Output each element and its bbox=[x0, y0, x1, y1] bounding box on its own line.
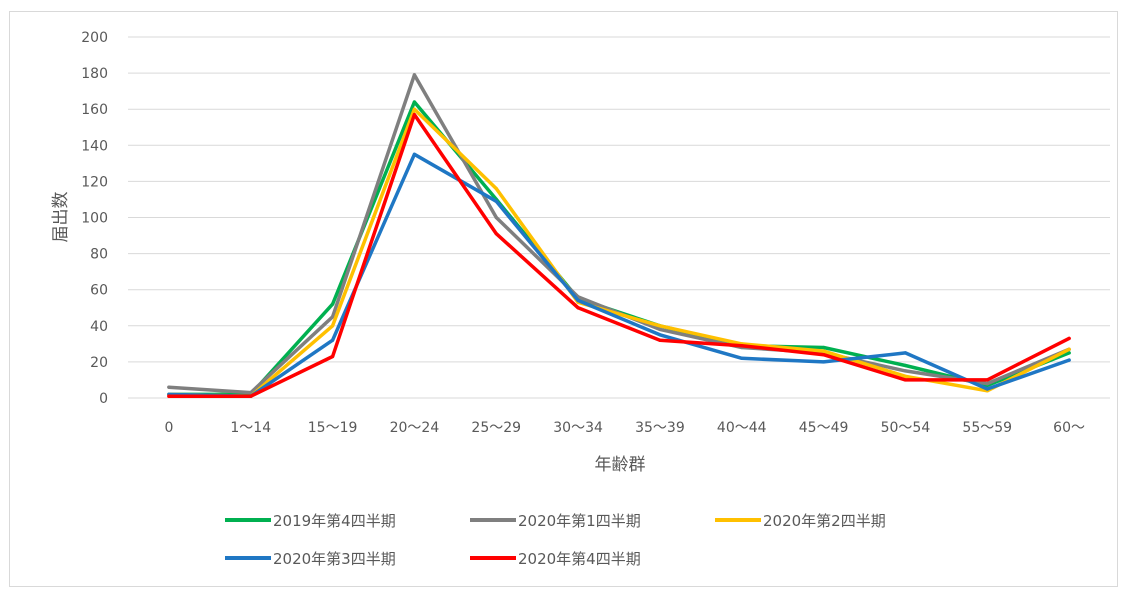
data-point bbox=[331, 338, 335, 342]
data-point bbox=[331, 315, 335, 319]
y-tick-label: 40 bbox=[90, 319, 108, 335]
data-point bbox=[903, 363, 908, 368]
x-tick-labels: 0 1〜14 15〜19 20〜24 25〜29 30〜34 35〜39 40〜44 45〜49… bbox=[164, 420, 1085, 436]
gridlines bbox=[128, 36, 1110, 399]
data-point bbox=[331, 354, 335, 359]
data-point bbox=[740, 356, 744, 360]
series-lines bbox=[167, 73, 1071, 398]
data-point bbox=[412, 100, 416, 104]
data-point bbox=[249, 394, 253, 398]
x-tick-label: 20〜24 bbox=[390, 420, 440, 436]
data-point bbox=[167, 394, 171, 398]
data-point bbox=[658, 327, 662, 331]
legend: 2019年第4四半期 2020年第1四半期 2020年第2四半期 2020年第3四半期… bbox=[225, 512, 886, 568]
x-tick-label: 25〜29 bbox=[471, 420, 521, 436]
x-axis-title: 年齢群 bbox=[595, 455, 646, 475]
x-tick-label: 30〜34 bbox=[553, 420, 603, 436]
series-line-2 bbox=[167, 73, 1071, 395]
data-point bbox=[658, 338, 662, 342]
data-point bbox=[822, 360, 826, 364]
data-point bbox=[822, 345, 826, 350]
x-tick-label: 60〜 bbox=[1053, 420, 1085, 436]
legend-label: 2020年第2四半期 bbox=[763, 512, 886, 530]
data-point bbox=[1067, 347, 1071, 351]
data-point bbox=[903, 374, 908, 378]
data-point bbox=[658, 333, 662, 337]
y-tick-labels: 0 20 40 60 80 100 120 140 160 180 200 bbox=[81, 30, 108, 407]
data-point bbox=[903, 351, 908, 355]
x-tick-label: 15〜19 bbox=[308, 420, 358, 436]
series-line-3 bbox=[167, 107, 1071, 398]
y-tick-label: 160 bbox=[81, 102, 108, 118]
data-point bbox=[412, 113, 416, 117]
data-point bbox=[576, 306, 580, 310]
y-tick-label: 140 bbox=[81, 138, 108, 154]
data-point bbox=[822, 353, 826, 357]
x-tick-label: 50〜54 bbox=[881, 420, 931, 436]
legend-label: 2020年第4四半期 bbox=[518, 550, 641, 568]
y-tick-label: 20 bbox=[90, 355, 108, 371]
x-tick-label: 35〜39 bbox=[635, 420, 685, 436]
y-tick-label: 200 bbox=[81, 30, 108, 46]
data-point bbox=[1067, 358, 1071, 362]
data-point bbox=[576, 298, 580, 303]
legend-label: 2019年第4四半期 bbox=[273, 512, 396, 530]
legend-label: 2020年第1四半期 bbox=[518, 512, 641, 530]
data-point bbox=[822, 349, 826, 353]
data-point bbox=[903, 378, 908, 382]
x-tick-label: 45〜49 bbox=[799, 420, 849, 436]
x-tick-label: 0 bbox=[164, 420, 173, 436]
y-tick-label: 0 bbox=[99, 391, 108, 407]
chart-frame bbox=[9, 11, 1118, 587]
data-point bbox=[658, 324, 662, 328]
x-tick-label: 55〜59 bbox=[962, 420, 1012, 436]
y-axis-title: 届出数 bbox=[51, 192, 71, 243]
data-point bbox=[331, 302, 335, 306]
data-point bbox=[494, 215, 498, 220]
series-line-5 bbox=[167, 112, 1071, 398]
y-tick-label: 80 bbox=[90, 247, 108, 263]
data-point bbox=[985, 382, 989, 386]
data-point bbox=[1067, 336, 1071, 340]
data-point bbox=[740, 344, 744, 348]
data-point bbox=[494, 187, 498, 191]
series-line-4 bbox=[167, 152, 1071, 398]
x-tick-label: 1〜14 bbox=[230, 420, 271, 436]
data-point bbox=[494, 232, 498, 236]
x-tick-label: 40〜44 bbox=[717, 420, 767, 436]
legend-label: 2020年第3四半期 bbox=[273, 550, 396, 568]
data-point bbox=[985, 387, 989, 391]
y-tick-label: 180 bbox=[81, 66, 108, 82]
data-point bbox=[412, 107, 416, 111]
y-tick-label: 120 bbox=[81, 174, 108, 190]
data-point bbox=[494, 199, 498, 203]
data-point bbox=[1067, 351, 1071, 355]
data-point bbox=[903, 369, 908, 373]
data-point bbox=[985, 378, 989, 382]
data-point bbox=[331, 324, 335, 328]
data-point bbox=[412, 152, 416, 156]
data-point bbox=[167, 385, 171, 389]
data-point bbox=[412, 73, 416, 77]
y-tick-label: 60 bbox=[90, 283, 108, 299]
y-tick-label: 100 bbox=[81, 211, 108, 227]
